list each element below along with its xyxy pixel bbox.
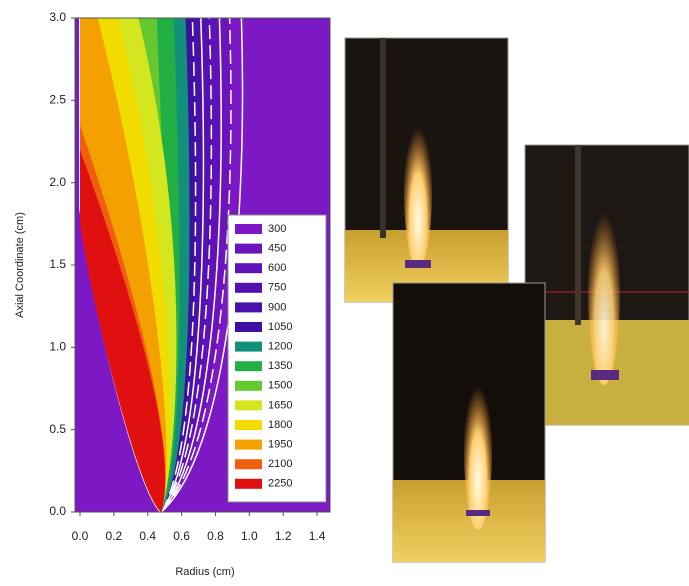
legend-swatch [235, 420, 262, 430]
legend-label: 1050 [268, 321, 292, 333]
legend-swatch [235, 244, 262, 254]
x-axis-label: Radius (cm) [175, 566, 234, 578]
y-tick-label: 3.0 [49, 10, 66, 24]
legend-label: 600 [268, 262, 286, 274]
legend-swatch [235, 283, 262, 293]
y-tick-label: 0.5 [49, 422, 66, 436]
x-tick-label: 0.8 [207, 529, 224, 543]
legend-label: 1650 [268, 399, 292, 411]
x-tick-label: 1.2 [275, 529, 292, 543]
legend-label: 300 [268, 223, 286, 235]
figure: Axial Coordinate (cm) Radius (cm) 0.0 0.2… [0, 0, 689, 581]
y-tick-label: 1.5 [49, 257, 66, 271]
legend-label: 2250 [268, 478, 292, 490]
legend-swatch [235, 400, 262, 410]
legend-label: 900 [268, 301, 286, 313]
legend-label: 450 [268, 243, 286, 255]
photo [525, 145, 689, 425]
legend-swatch [235, 479, 262, 489]
legend-label: 2100 [268, 458, 292, 470]
x-tick-label: 0.2 [106, 529, 123, 543]
legend-label: 750 [268, 282, 286, 294]
legend-label: 1500 [268, 380, 292, 392]
x-tick-label: 0.6 [173, 529, 190, 543]
y-tick-label: 2.0 [49, 175, 66, 189]
legend-label: 1200 [268, 341, 292, 353]
y-axis-label: Axial Coordinate (cm) [14, 212, 26, 318]
legend-label: 1950 [268, 439, 292, 451]
legend-swatch [235, 381, 262, 391]
legend-swatch [235, 361, 262, 371]
photo [345, 38, 508, 302]
x-tick-label: 0.4 [139, 529, 156, 543]
legend-swatch [235, 440, 262, 450]
legend-swatch [235, 263, 262, 273]
x-tick-label: 0.0 [72, 529, 89, 543]
legend-swatch [235, 459, 262, 469]
plot [75, 2, 330, 512]
legend-swatch [235, 302, 262, 312]
y-tick-label: 1.0 [49, 340, 66, 354]
legend-swatch [235, 342, 262, 352]
x-tick-label: 1.4 [309, 529, 326, 543]
legend-swatch [235, 322, 262, 332]
photo [393, 283, 545, 562]
x-tick-label: 1.0 [241, 529, 258, 543]
legend-label: 1350 [268, 360, 292, 372]
y-tick-label: 2.5 [49, 93, 66, 107]
legend-swatch [235, 224, 262, 234]
y-tick-label: 0.0 [49, 504, 66, 518]
legend-label: 1800 [268, 419, 292, 431]
